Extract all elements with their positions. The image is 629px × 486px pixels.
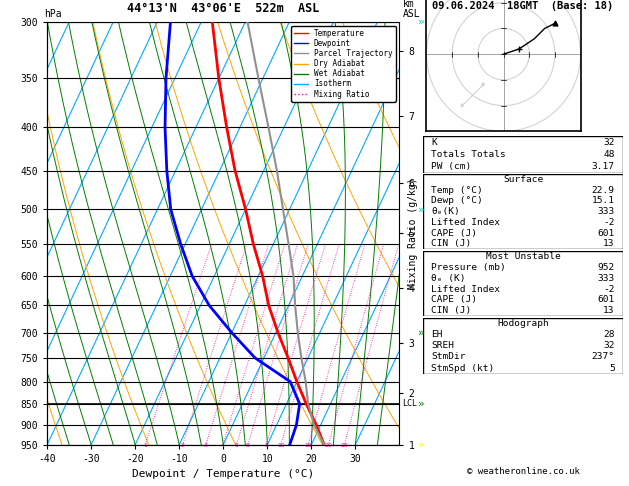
Text: CIN (J): CIN (J) [431,240,472,248]
Text: 4: 4 [221,443,225,449]
Text: 3: 3 [204,443,208,449]
Text: 28: 28 [603,330,615,339]
Text: θₑ (K): θₑ (K) [431,274,466,283]
Text: 333: 333 [598,274,615,283]
Text: »: » [418,204,425,214]
Text: Totals Totals: Totals Totals [431,150,506,159]
Text: 333: 333 [598,207,615,216]
Text: »: » [418,17,425,27]
Text: 601: 601 [598,229,615,238]
Legend: Temperature, Dewpoint, Parcel Trajectory, Dry Adiabat, Wet Adiabat, Isotherm, Mi: Temperature, Dewpoint, Parcel Trajectory… [291,26,396,102]
Text: 13: 13 [603,306,615,315]
Text: 6: 6 [246,443,250,449]
Text: StmDir: StmDir [431,352,466,362]
Text: 5: 5 [235,443,238,449]
Text: -2: -2 [603,218,615,227]
Text: 20: 20 [325,443,332,449]
Text: ♦: ♦ [459,103,465,108]
Text: LCL: LCL [403,399,418,408]
Text: 44°13'N  43°06'E  522m  ASL: 44°13'N 43°06'E 522m ASL [127,1,320,15]
X-axis label: Dewpoint / Temperature (°C): Dewpoint / Temperature (°C) [132,469,314,479]
Text: Temp (°C): Temp (°C) [431,186,483,194]
Text: 32: 32 [603,341,615,350]
Text: CAPE (J): CAPE (J) [431,295,477,305]
Text: Dewp (°C): Dewp (°C) [431,196,483,206]
Text: 15: 15 [304,443,312,449]
Text: 22.9: 22.9 [592,186,615,194]
Text: Lifted Index: Lifted Index [431,284,500,294]
Text: -2: -2 [603,284,615,294]
Text: Hodograph: Hodograph [497,319,549,328]
Text: 601: 601 [598,295,615,305]
Text: K: K [431,138,437,147]
FancyBboxPatch shape [423,136,623,173]
FancyBboxPatch shape [423,174,623,249]
Text: 10: 10 [277,443,285,449]
Text: © weatheronline.co.uk: © weatheronline.co.uk [467,467,579,476]
Text: SREH: SREH [431,341,454,350]
FancyBboxPatch shape [423,251,623,316]
Text: »: » [418,440,425,450]
FancyBboxPatch shape [423,318,623,374]
Text: 15.1: 15.1 [592,196,615,206]
Text: Most Unstable: Most Unstable [486,252,560,261]
Text: Mixing Ratio (g/kg): Mixing Ratio (g/kg) [408,177,418,289]
Text: CIN (J): CIN (J) [431,306,472,315]
Text: 3.17: 3.17 [592,162,615,171]
Text: EH: EH [431,330,443,339]
Text: StmSpd (kt): StmSpd (kt) [431,364,494,373]
Text: 32: 32 [603,138,615,147]
Text: 952: 952 [598,262,615,272]
Text: CAPE (J): CAPE (J) [431,229,477,238]
Text: hPa: hPa [44,9,62,19]
Text: 5: 5 [609,364,615,373]
Text: 09.06.2024  18GMT  (Base: 18): 09.06.2024 18GMT (Base: 18) [432,1,614,11]
Text: 25: 25 [340,443,348,449]
Text: PW (cm): PW (cm) [431,162,472,171]
Text: 8: 8 [264,443,268,449]
Text: 48: 48 [603,150,615,159]
Text: 237°: 237° [592,352,615,362]
Text: 13: 13 [603,240,615,248]
Text: 1: 1 [143,443,147,449]
Text: 2: 2 [181,443,185,449]
Text: »: » [418,328,425,338]
Text: Lifted Index: Lifted Index [431,218,500,227]
Text: Pressure (mb): Pressure (mb) [431,262,506,272]
Text: ♦: ♦ [480,82,486,88]
Text: »: » [418,399,425,409]
Text: Surface: Surface [503,175,543,184]
Text: θₑ(K): θₑ(K) [431,207,460,216]
Text: km
ASL: km ASL [403,0,420,19]
